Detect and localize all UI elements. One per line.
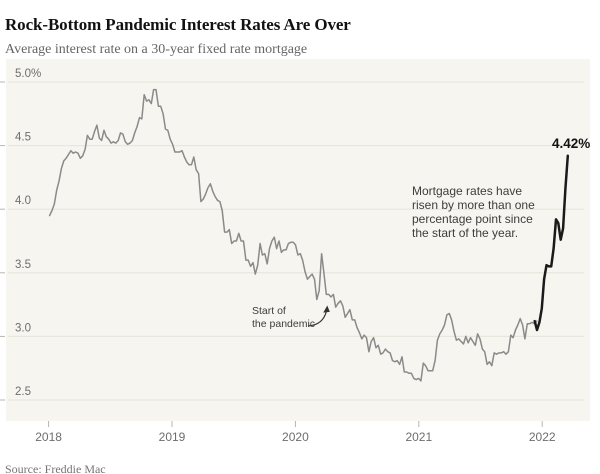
x-axis-label: 2019: [159, 430, 186, 444]
pandemic-arrowhead: [323, 305, 330, 313]
y-axis-label: 3.5: [15, 259, 31, 271]
x-axis-label: 2020: [282, 430, 309, 444]
annotation-line: the start of the year.: [412, 226, 519, 240]
annotation-line: Start of: [252, 305, 286, 317]
rate-line-history: [48, 88, 538, 382]
pandemic-arrow: [307, 310, 328, 327]
y-axis-label: 3.0: [15, 322, 31, 334]
chart-subtitle: Average interest rate on a 30-year fixed…: [5, 42, 308, 57]
chart-title: Rock-Bottom Pandemic Interest Rates Are …: [5, 15, 351, 35]
source-credit: Source: Freddie Mac: [5, 462, 106, 474]
annotation-line: the pandemic: [252, 318, 316, 330]
rate-line-2022: [533, 154, 570, 332]
annotation-line: percentage point since: [412, 212, 533, 226]
annotation-line: risen by more than one: [412, 198, 535, 212]
latest-value-label: 4.42%: [552, 136, 591, 151]
x-axis-label: 2018: [35, 430, 62, 444]
annotation-line: Mortgage rates have: [412, 184, 523, 198]
y-axis-label: 4.5: [15, 132, 31, 144]
y-axis-label: 4.0: [15, 195, 31, 207]
pandemic-start-annotation: Start of the pandemic: [252, 305, 315, 331]
y-axis-label: 2.5: [15, 386, 31, 398]
plot-background: [6, 59, 590, 421]
x-axis-label: 2022: [529, 430, 556, 444]
x-axis-label: 2021: [405, 430, 432, 444]
rate-rise-annotation: Mortgage rates have risen by more than o…: [412, 184, 535, 240]
y-axis-label: 5.0%: [15, 68, 41, 80]
